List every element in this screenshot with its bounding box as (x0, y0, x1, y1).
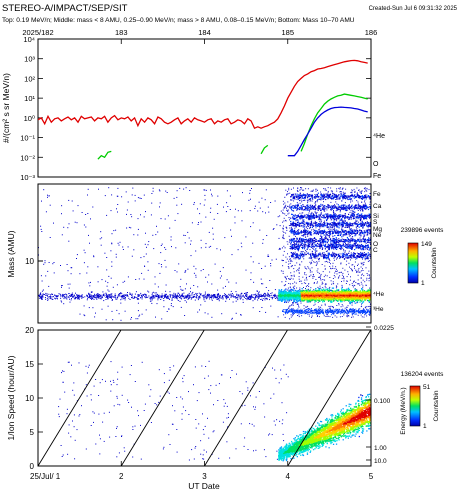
bottom-colorbar-label: Counts/bin (433, 390, 440, 421)
bottom-ytick-label: 5 (30, 428, 35, 437)
top-xtick-label: 2025/182 (22, 28, 53, 37)
middle-colorbar-title: 239896 events (401, 227, 444, 234)
bottom-ytick-label: 10 (25, 394, 34, 403)
bottom-xtick-label: 3 (202, 472, 207, 481)
middle-colorbar (407, 242, 419, 284)
top-xtick-label: 184 (198, 28, 211, 37)
top-xtick-label: 186 (365, 28, 378, 37)
element-label: Ne (373, 232, 382, 239)
middle-colorbar-label: Counts/bin (431, 247, 438, 278)
top-ylabel: #/(cm² s sr MeV/n) (1, 73, 11, 143)
velocity-dispersion-line (287, 330, 371, 466)
bottom-ylabel: 1/Ion Speed (hour/AU) (6, 355, 16, 440)
middle-ylabel: Mass (AMU) (6, 230, 16, 277)
velocity-dispersion-line (120, 330, 205, 466)
element-label: ³He (373, 306, 384, 313)
bottom-panel-bg (38, 330, 371, 466)
top-ytick-label: 10⁻² (20, 153, 35, 162)
middle-panel-frame (37, 183, 372, 324)
bottom-xtick-label: 4 (286, 472, 291, 481)
velocity-dispersion-line (204, 330, 288, 466)
top-panel: #/(cm² s sr MeV/n) 10⁻³ 10⁻² 10⁻¹ 10⁰ 10¹ 10²… (1, 28, 385, 182)
bottom-colorbar (409, 385, 421, 427)
series-line-⁴He (38, 59, 368, 130)
series-line-O (97, 93, 368, 160)
energy-axis-label: Energy (MeV/n.) (400, 387, 407, 434)
element-label: Si (373, 213, 379, 220)
top-ytick-label: 10³ (24, 55, 35, 64)
energy-tick-label: 1.00 (374, 445, 387, 452)
bottom-xlabel: UT Date (188, 481, 220, 491)
top-ytick-label: 10⁴ (23, 35, 35, 44)
series-label-o: O (373, 161, 379, 168)
figure-title: STEREO-A/IMPACT/SEP/SIT (2, 3, 128, 14)
element-label: Fe (373, 191, 381, 198)
figure-subtitle: Top: 0.19 MeV/n; Middle: mass < 8 AMU, 0… (2, 17, 355, 24)
element-label: O (373, 241, 378, 248)
bottom-xtick-label: 25/Jul/ 1 (30, 472, 61, 481)
top-ytick-label: 10⁻¹ (20, 134, 35, 143)
middle-colorbar-max: 149 (421, 241, 432, 248)
series-label-fe: Fe (373, 173, 381, 180)
velocity-dispersion-line (38, 330, 122, 466)
top-ytick-label: 10⁰ (24, 114, 35, 123)
bottom-colorbar-max: 51 (423, 384, 431, 391)
bottom-colorbar-title: 136204 events (401, 371, 444, 378)
series-line-Fe (287, 106, 368, 157)
top-ytick-label: 10² (24, 74, 35, 83)
bottom-colorbar-min: 1 (423, 423, 427, 430)
top-xtick-label: 183 (115, 28, 128, 37)
created-stamp: Created-Sun Jul 6 09:31:32 2025 (369, 6, 458, 12)
energy-tick-label: 0.0225 (374, 325, 394, 332)
element-label: Mg (373, 226, 382, 233)
element-label: S (373, 219, 378, 226)
bottom-ytick-label: 0 (30, 462, 35, 471)
element-label: C (373, 247, 378, 254)
bottom-xtick-label: 2 (119, 472, 124, 481)
element-label: ⁴He (373, 291, 384, 298)
energy-tick-label: 10.0 (374, 458, 387, 465)
element-label: Ca (373, 203, 382, 210)
top-ytick-label: 10¹ (24, 94, 35, 103)
top-xtick-label: 185 (281, 28, 294, 37)
middle-ytick-label-10: 10 (25, 257, 34, 266)
middle-colorbar-min: 1 (421, 280, 425, 287)
top-ytick-label: 10⁻³ (20, 173, 35, 182)
bottom-panel: 0 5 10 15 20 25/Jul/ 1 2 3 4 5 1/Ion Speed (hour/… (6, 325, 444, 491)
bottom-xtick-label: 5 (369, 472, 374, 481)
energy-tick-label: 0.100 (374, 398, 391, 405)
bottom-ytick-label: 15 (25, 360, 34, 369)
bottom-ytick-label: 20 (25, 326, 34, 335)
series-label-he4: ⁴He (373, 133, 385, 140)
